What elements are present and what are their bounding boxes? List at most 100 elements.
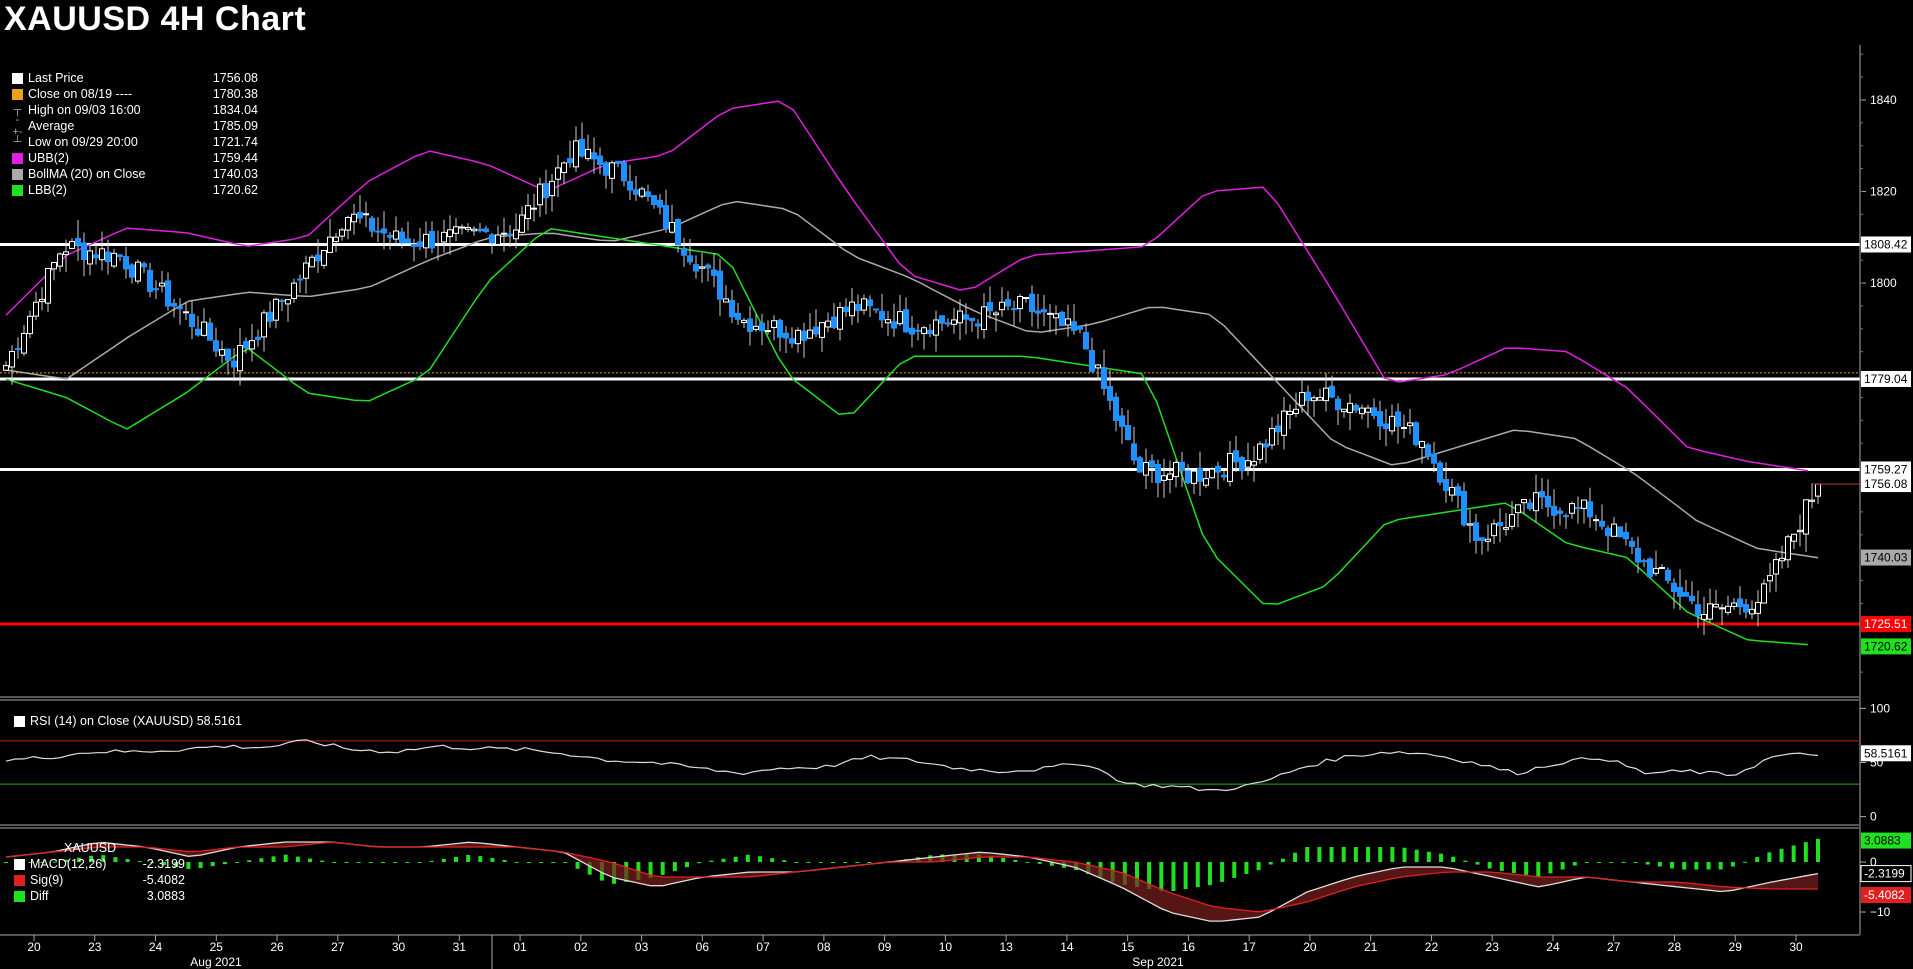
level-tag-bg (1861, 616, 1911, 633)
candle-body (609, 162, 615, 179)
macd-diff-bar (1305, 847, 1310, 862)
candle-body (903, 309, 909, 333)
candle-body (165, 280, 171, 307)
month-label: Aug 2021 (190, 955, 242, 969)
candle-body (465, 227, 471, 230)
rsi-tag: 58.5161 (1864, 746, 1908, 760)
legend-swatch (12, 72, 23, 84)
candle-body (1287, 410, 1293, 415)
candle-body (981, 306, 987, 331)
candle-body (21, 332, 27, 354)
candle-body (453, 226, 459, 234)
macd-panel: 0 −10 3.0883 -2.3199 -5.4082 (4, 832, 1912, 922)
macd-diff-bar (1207, 862, 1212, 886)
candle-body (1629, 540, 1635, 547)
macd-diff-bar (295, 856, 300, 862)
candle-body (843, 306, 849, 313)
price-tag: 1720.62 (1864, 639, 1908, 653)
candle-body (99, 248, 105, 261)
candle-body (513, 229, 519, 240)
macd-diff-bar (1353, 847, 1358, 862)
macd-line (5, 841, 1819, 922)
macd-diff-bar (1195, 862, 1200, 888)
rsi-line (5, 739, 1819, 792)
candle-body (627, 180, 633, 191)
macd-tag-bg (1861, 832, 1911, 849)
candle-body (69, 240, 75, 249)
candle-body (1737, 598, 1743, 608)
candle-body (831, 316, 837, 329)
macd-diff-bar (1147, 862, 1152, 890)
legend-swatch (12, 152, 23, 164)
macd-diff-bar (344, 862, 349, 863)
candle-body (555, 167, 561, 180)
candle-body (1491, 523, 1497, 537)
candle-body (171, 302, 177, 307)
candle-body (369, 217, 375, 232)
candle-body (1497, 522, 1503, 526)
macd-diff-bar (1268, 862, 1273, 865)
candle-body (1773, 559, 1779, 575)
level-tag-bg (1861, 236, 1911, 253)
candle-body (1407, 422, 1413, 427)
x-tick-label: 17 (1242, 940, 1256, 954)
candle-body (1503, 527, 1509, 530)
macd-diff-bar (539, 862, 544, 863)
candle-body (1707, 603, 1713, 620)
x-tick-label: 16 (1182, 940, 1196, 954)
candle-body (1179, 461, 1185, 472)
level-tag: 1808.42 (1864, 237, 1908, 251)
x-tick-label: 27 (331, 940, 345, 954)
candle-body (285, 299, 291, 305)
candle-body (1011, 308, 1017, 311)
candle-body (219, 349, 225, 356)
candle-body (1797, 529, 1803, 533)
macd-diff-bar (1171, 862, 1176, 892)
candle-body (807, 329, 813, 339)
candle-body (1341, 408, 1347, 413)
candle-body (1461, 490, 1467, 526)
candle-body (1617, 526, 1623, 538)
macd-diff-bar (1317, 847, 1322, 862)
level-tag: 1725.51 (1864, 617, 1908, 631)
candle-body (1221, 474, 1227, 478)
level-tag-bg (1861, 461, 1911, 478)
macd-diff-bar (320, 860, 325, 862)
legend-label: Last Price (28, 71, 84, 85)
macd-diff-bar (526, 862, 531, 863)
macd-diff-bar (1511, 862, 1516, 873)
candle-body (1539, 491, 1545, 498)
candle-body (1761, 583, 1767, 604)
candle-body (1311, 397, 1317, 402)
low-marker-icon: ┴ (13, 136, 22, 148)
candle-body (603, 162, 609, 176)
candle-body (957, 310, 963, 324)
candle-body (993, 312, 999, 316)
macd-diff-bar (1463, 860, 1468, 862)
candle-body (1731, 602, 1737, 607)
macd-tag: 3.0883 (1864, 834, 1901, 848)
candle-body (801, 330, 807, 341)
candle-body (819, 322, 825, 338)
candle-body (39, 298, 45, 302)
macd-diff-bar (1524, 862, 1529, 875)
candle-body (237, 345, 243, 372)
macd-diff-bar (770, 858, 775, 862)
macd-diff-bar (1730, 862, 1735, 867)
high-marker-icon: ┬ (13, 104, 22, 116)
candle-body (765, 330, 771, 333)
candle-body (399, 231, 405, 244)
macd-diff-bar (976, 854, 981, 862)
candle-body (1245, 460, 1251, 468)
macd-diff-bar (478, 856, 483, 862)
macd-diff-bar (1426, 851, 1431, 862)
candle-body (1149, 460, 1155, 468)
macd-diff-bar (1049, 862, 1054, 866)
candle-body (459, 226, 465, 229)
x-tick-label: 20 (1303, 940, 1317, 954)
legend-row: ┬ High on 09/03 16:00 1834.04 (8, 102, 262, 118)
candle-body (1581, 499, 1587, 509)
candle-body (681, 247, 687, 256)
candle-body (1299, 392, 1305, 406)
